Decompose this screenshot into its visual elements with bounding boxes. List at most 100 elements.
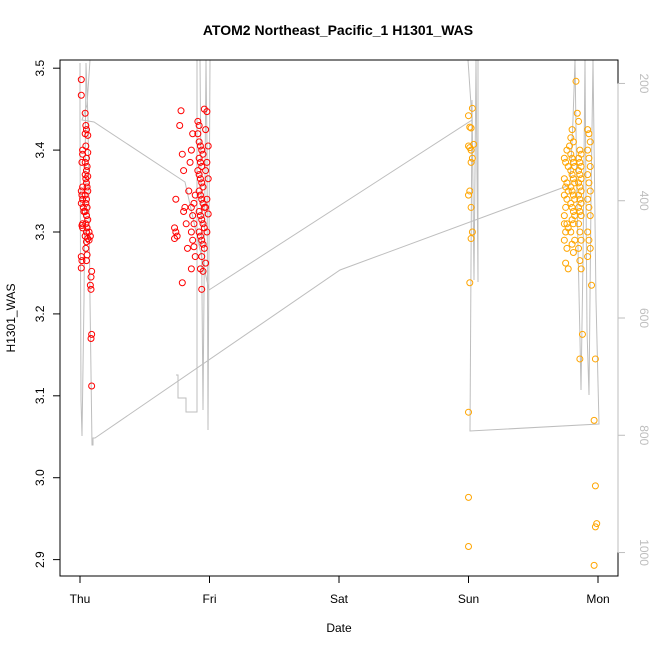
data-point: [189, 236, 197, 244]
data-point: [82, 154, 90, 162]
points-layer: [77, 76, 601, 569]
data-point: [569, 248, 577, 256]
data-point: [177, 107, 185, 115]
data-point: [202, 259, 210, 267]
data-point: [578, 330, 586, 338]
data-point: [586, 138, 594, 146]
data-point: [202, 126, 210, 134]
profile-line: [79, 59, 600, 446]
data-point: [584, 171, 592, 179]
data-point: [82, 199, 90, 207]
data-point: [190, 220, 198, 228]
data-point: [195, 138, 203, 146]
data-point: [199, 220, 207, 228]
data-point: [189, 130, 197, 138]
data-point: [187, 265, 195, 273]
data-point: [568, 154, 576, 162]
data-point: [199, 240, 207, 248]
data-point: [571, 195, 579, 203]
data-point: [569, 175, 577, 183]
data-point: [180, 167, 188, 175]
data-point: [199, 183, 207, 191]
data-point: [82, 122, 90, 130]
data-point: [82, 257, 90, 265]
data-point: [78, 158, 86, 166]
data-point: [81, 158, 89, 166]
data-point: [195, 208, 203, 216]
data-point: [82, 220, 90, 228]
right-tick-label: 800: [637, 425, 650, 445]
y-tick-label: 3.1: [33, 387, 47, 404]
data-point: [195, 154, 203, 162]
data-point: [202, 203, 210, 211]
data-point: [86, 281, 94, 289]
right-tick-label: 1000: [637, 539, 650, 566]
data-point: [593, 520, 601, 528]
data-point: [78, 257, 86, 265]
data-point: [591, 523, 599, 531]
data-point: [198, 216, 206, 224]
data-point: [584, 195, 592, 203]
data-point: [195, 171, 203, 179]
data-point: [467, 203, 475, 211]
y-tick-label: 2.9: [33, 551, 47, 568]
data-point: [564, 265, 572, 273]
data-point: [87, 334, 95, 342]
data-point: [186, 158, 194, 166]
data-point: [577, 236, 585, 244]
data-point: [196, 212, 204, 220]
data-point: [586, 162, 594, 170]
y-tick-label: 3.4: [33, 141, 47, 158]
data-point: [87, 285, 95, 293]
data-point: [79, 183, 87, 191]
data-point: [86, 232, 94, 240]
data-point: [191, 191, 199, 199]
data-point: [470, 140, 478, 148]
data-point: [198, 146, 206, 154]
data-point: [467, 124, 475, 132]
data-point: [575, 117, 583, 125]
x-axis: Thu Fri Sat Sun Mon: [70, 575, 610, 606]
data-point: [563, 179, 571, 187]
data-point: [567, 150, 575, 158]
data-point: [567, 199, 575, 207]
data-point: [569, 220, 577, 228]
data-point: [586, 244, 594, 252]
data-point: [77, 199, 85, 207]
data-point: [560, 212, 568, 220]
data-point: [466, 123, 474, 131]
data-point: [83, 224, 91, 232]
data-point: [187, 203, 195, 211]
data-point: [194, 130, 202, 138]
y-tick-label: 3.0: [33, 469, 47, 486]
data-point: [584, 146, 592, 154]
data-point: [468, 154, 476, 162]
data-point: [180, 208, 188, 216]
data-point: [576, 208, 584, 216]
data-point: [198, 195, 206, 203]
data-point: [466, 187, 474, 195]
data-point: [466, 279, 474, 287]
data-point: [178, 279, 186, 287]
data-point: [203, 195, 211, 203]
y-tick-label: 3.3: [33, 223, 47, 240]
data-point: [576, 257, 584, 265]
data-point: [77, 76, 85, 84]
data-point: [576, 183, 584, 191]
data-point: [195, 122, 203, 130]
data-point: [196, 232, 204, 240]
data-point: [82, 179, 90, 187]
data-point: [568, 203, 576, 211]
data-point: [586, 187, 594, 195]
data-point: [83, 203, 91, 211]
data-point: [467, 158, 475, 166]
data-point: [82, 244, 90, 252]
data-point: [467, 146, 475, 154]
data-point: [82, 228, 90, 236]
data-point: [576, 195, 584, 203]
data-point: [196, 142, 204, 150]
data-point: [467, 235, 475, 243]
data-point: [465, 493, 472, 501]
data-point: [82, 212, 90, 220]
data-point: [586, 212, 594, 220]
